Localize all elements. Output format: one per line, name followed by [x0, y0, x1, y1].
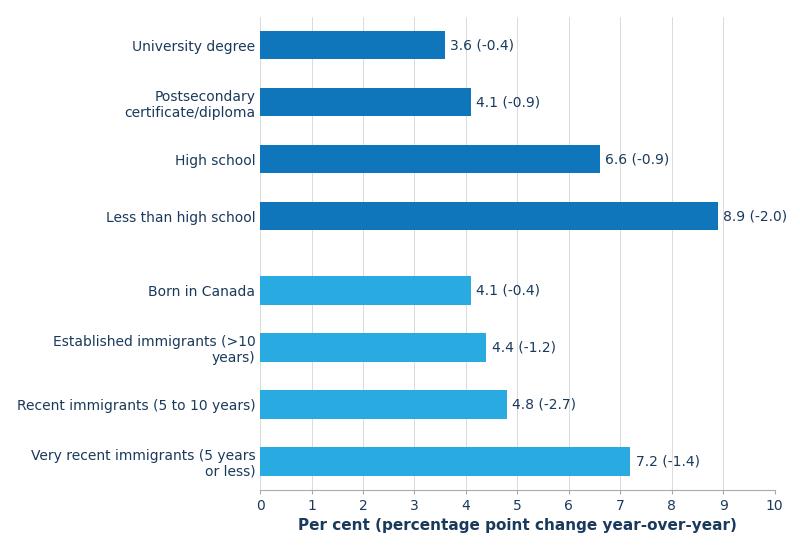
- Text: 6.6 (-0.9): 6.6 (-0.9): [605, 152, 669, 166]
- Bar: [260, 202, 718, 230]
- Bar: [260, 390, 507, 419]
- Text: 7.2 (-1.4): 7.2 (-1.4): [636, 454, 700, 468]
- X-axis label: Per cent (percentage point change year-over-year): Per cent (percentage point change year-o…: [298, 518, 737, 534]
- Text: 4.1 (-0.4): 4.1 (-0.4): [476, 283, 540, 297]
- Bar: [260, 333, 486, 361]
- Bar: [260, 447, 630, 476]
- Text: 4.8 (-2.7): 4.8 (-2.7): [512, 397, 576, 411]
- Text: 4.4 (-1.2): 4.4 (-1.2): [492, 340, 556, 354]
- Bar: [260, 88, 471, 117]
- Bar: [260, 31, 446, 59]
- Text: 8.9 (-2.0): 8.9 (-2.0): [723, 209, 787, 223]
- Bar: [260, 276, 471, 305]
- Bar: [260, 145, 600, 173]
- Text: 3.6 (-0.4): 3.6 (-0.4): [450, 38, 514, 52]
- Text: 4.1 (-0.9): 4.1 (-0.9): [476, 95, 540, 109]
